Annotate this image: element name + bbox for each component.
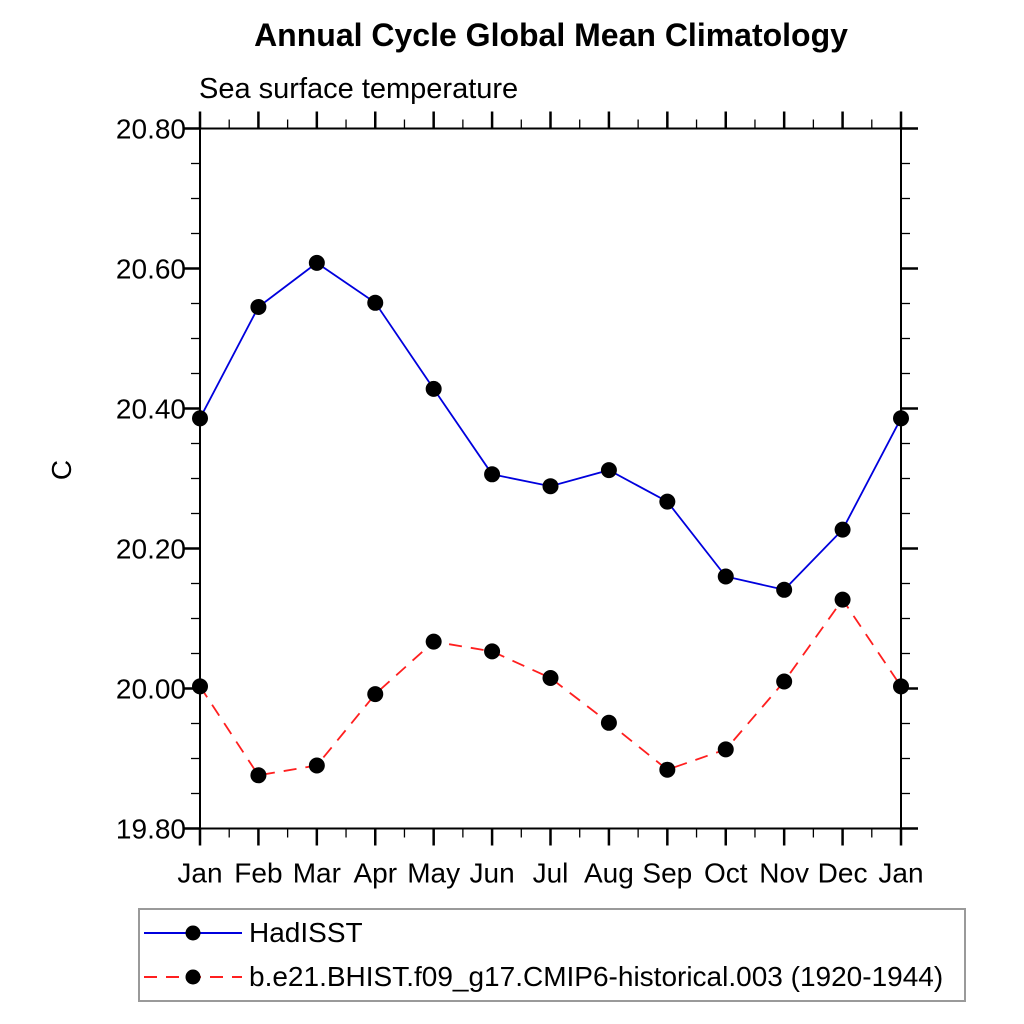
- model-data-point-marker: [250, 767, 267, 784]
- legend-item-model: b.e21.BHIST.f09_g17.CMIP6-historical.003…: [143, 956, 964, 998]
- model-data-point-marker: [425, 633, 442, 650]
- x-tick-label: May: [407, 858, 460, 889]
- chart-title: Annual Cycle Global Mean Climatology: [254, 17, 848, 53]
- legend-item-hadisst: HadISST: [143, 912, 964, 954]
- legend: HadISST b.e21.BHIST.f09_g17.CMIP6-histor…: [138, 908, 966, 1002]
- hadisst-data-point-marker: [717, 568, 734, 585]
- hadisst-line-sample-icon: [144, 925, 242, 941]
- model-data-point-marker: [542, 670, 559, 686]
- hadisst-data-point-marker: [250, 299, 267, 315]
- model-data-point-marker: [717, 741, 734, 758]
- x-tick-label: Aug: [584, 858, 634, 889]
- model-data-point-marker: [192, 678, 208, 695]
- x-tick-label: Jun: [470, 858, 515, 889]
- y-tick-label: 20.60: [116, 253, 186, 284]
- x-tick-label: Mar: [293, 858, 341, 889]
- hadisst-data-point-marker: [484, 466, 501, 483]
- model-data-point-marker: [600, 714, 617, 731]
- model-line-sample-icon: [144, 969, 242, 985]
- y-tick-label: 20.40: [116, 393, 186, 424]
- legend-label-hadisst: HadISST: [249, 917, 363, 948]
- y-tick-label: 19.80: [116, 813, 186, 844]
- legend-marker-dot-icon: [185, 969, 201, 985]
- x-tick-label: Oct: [704, 858, 748, 889]
- model-data-point-marker: [659, 761, 676, 778]
- hadisst-data-point-marker: [425, 380, 442, 397]
- x-tick-label: Jan: [878, 858, 923, 889]
- model-data-point-marker: [484, 643, 501, 660]
- y-tick-label: 20.20: [116, 533, 186, 564]
- hadisst-data-point-marker: [834, 521, 851, 538]
- hadisst-data-point-marker: [542, 478, 559, 495]
- model-data-point-marker: [776, 673, 793, 690]
- hadisst-data-point-marker: [308, 254, 325, 271]
- hadisst-data-point-marker: [776, 581, 793, 598]
- hadisst-data-point-marker: [192, 410, 208, 427]
- x-tick-label: Apr: [353, 858, 397, 889]
- y-tick-label: 20.80: [116, 113, 186, 144]
- legend-marker-dot-icon: [185, 925, 201, 941]
- x-tick-label: Dec: [818, 858, 868, 889]
- x-tick-label: Jul: [533, 858, 569, 889]
- hadisst-data-point-marker: [659, 493, 676, 510]
- model-data-point-marker: [367, 686, 384, 703]
- hadisst-data-point-marker: [893, 410, 909, 427]
- model-line: [199, 598, 902, 777]
- model-data-point-marker: [893, 678, 909, 695]
- plot-frame: [199, 127, 902, 830]
- x-tick-label: Jan: [177, 858, 222, 889]
- y-tick-label: 20.00: [116, 673, 186, 704]
- chart-subtitle: Sea surface temperature: [199, 73, 519, 105]
- hadisst-data-point-marker: [600, 462, 617, 479]
- hadisst-line: [199, 261, 902, 591]
- model-data-point-marker: [834, 591, 851, 608]
- x-tick-label: Sep: [642, 858, 692, 889]
- x-tick-label: Feb: [234, 858, 282, 889]
- hadisst-data-point-marker: [367, 294, 384, 311]
- model-data-point-marker: [308, 757, 325, 774]
- legend-label-model: b.e21.BHIST.f09_g17.CMIP6-historical.003…: [249, 961, 944, 992]
- x-tick-label: Nov: [759, 858, 809, 889]
